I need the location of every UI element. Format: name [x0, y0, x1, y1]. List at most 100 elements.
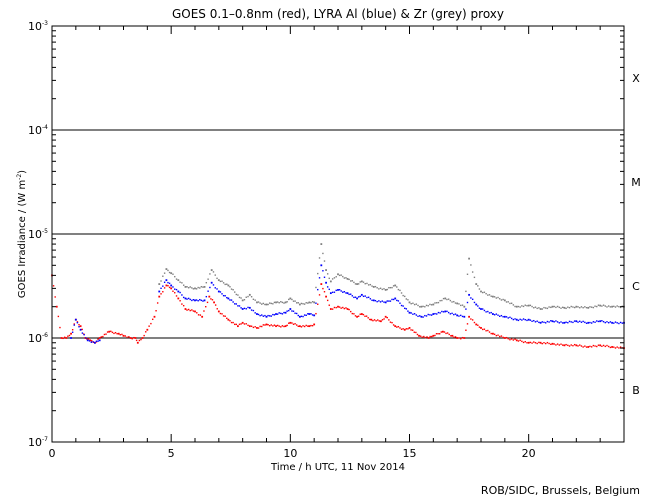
- series-1-trace-dot: [160, 287, 162, 290]
- y-tick-label: 10-4: [28, 124, 48, 137]
- series-2-trace-dot: [179, 281, 181, 283]
- series-2-trace-dot: [400, 292, 403, 294]
- series-1-trace-dot: [597, 320, 600, 323]
- series-0-trace-dot: [357, 315, 360, 317]
- series-0-trace-dot: [613, 346, 615, 348]
- series-1-trace-dot: [473, 301, 476, 304]
- series-0-trace-dot: [342, 306, 344, 309]
- series-2-trace-dot: [482, 291, 484, 294]
- series-1-trace-dot: [219, 291, 222, 293]
- series-0-trace-dot: [160, 293, 162, 295]
- series-0-trace-dot: [616, 346, 618, 348]
- series-2-trace-dot: [311, 300, 314, 303]
- series-2-trace-dot: [338, 274, 341, 277]
- series-0-trace-dot: [477, 324, 479, 326]
- series-2-trace-dot: [191, 287, 193, 289]
- series-2-trace-dot: [447, 298, 450, 300]
- series-0-trace-dot: [399, 327, 401, 329]
- series-2-trace-dot: [396, 286, 398, 288]
- series-0-point: [275, 325, 277, 328]
- series-1-trace-dot: [338, 289, 341, 291]
- series-0-trace-dot: [577, 345, 579, 347]
- series-2-trace-dot: [446, 298, 448, 301]
- series-1-trace-dot: [471, 298, 474, 301]
- series-2-trace-dot: [240, 297, 242, 299]
- flare-class-label-c: C: [632, 280, 640, 293]
- series-0-trace-dot: [471, 319, 474, 321]
- series-1-trace-dot: [606, 321, 608, 323]
- series-1-trace-dot: [192, 299, 195, 301]
- series-2-trace-dot: [235, 293, 238, 296]
- series-0-trace-dot: [294, 323, 296, 325]
- series-0-trace-dot: [199, 314, 202, 316]
- series-1-point: [284, 311, 287, 314]
- series-1-trace-dot: [582, 320, 584, 323]
- series-2-trace-dot: [570, 305, 572, 308]
- series-0-trace-dot: [103, 333, 106, 336]
- series-0-trace-dot: [197, 314, 200, 316]
- series-0-trace-dot: [389, 321, 392, 323]
- series-2-trace-dot: [283, 302, 285, 304]
- series-2-trace-dot: [541, 308, 543, 310]
- series-0-trace-dot: [443, 331, 446, 333]
- series-1-point: [70, 337, 72, 339]
- series-2-trace-dot: [297, 302, 299, 304]
- series-2-trace-dot: [553, 305, 555, 308]
- flare-class-label-b: B: [632, 384, 640, 397]
- series-1-point: [177, 290, 180, 293]
- series-2-trace-dot: [333, 277, 336, 279]
- series-1-trace-dot: [419, 315, 421, 317]
- series-1-trace-dot: [187, 297, 190, 300]
- series-2-trace-dot: [212, 271, 215, 273]
- series-0-trace-dot: [601, 345, 603, 347]
- series-2-trace-dot: [529, 304, 532, 307]
- series-2-trace-dot: [399, 289, 401, 292]
- series-1-trace-dot: [205, 295, 208, 298]
- series-2-trace-dot: [371, 285, 373, 287]
- series-2-trace-dot: [415, 303, 418, 305]
- series-1-trace-dot: [189, 298, 191, 301]
- series-1-trace-dot: [477, 305, 479, 307]
- series-0-trace-dot: [594, 345, 596, 347]
- series-2-trace-dot: [534, 306, 537, 308]
- series-0-trace-dot: [240, 323, 242, 325]
- series-1-point: [551, 320, 554, 323]
- series-0-trace-dot: [67, 335, 69, 337]
- series-1-point: [420, 315, 423, 318]
- series-2-trace-dot: [596, 305, 598, 308]
- series-1-trace-dot: [280, 312, 282, 315]
- series-0-trace-dot: [478, 326, 481, 328]
- series-2-trace-dot: [531, 305, 533, 308]
- series-0-trace-dot: [205, 305, 207, 308]
- series-2-trace-dot: [613, 305, 615, 308]
- series-2-trace-dot: [522, 305, 525, 308]
- series-1-trace-dot: [614, 321, 617, 323]
- series-1-trace-dot: [85, 337, 87, 339]
- series-0-trace-dot: [419, 335, 422, 337]
- series-2-trace-dot: [470, 264, 472, 266]
- series-0-trace-dot: [553, 343, 555, 345]
- series-2-trace-dot: [439, 299, 441, 302]
- series-0-trace-dot: [497, 334, 499, 336]
- series-0-point: [337, 305, 339, 308]
- series-0-trace-dot: [335, 306, 337, 309]
- series-1-trace-dot: [447, 311, 450, 314]
- series-2-trace-dot: [168, 271, 171, 274]
- series-2-trace-dot: [601, 305, 603, 307]
- series-0-trace-dot: [606, 344, 608, 347]
- series-1-trace-dot: [487, 310, 489, 313]
- series-2-trace-dot: [565, 307, 567, 310]
- series-2-trace-dot: [229, 286, 231, 288]
- series-2-trace-dot: [449, 299, 452, 302]
- series-1-trace-dot: [425, 315, 428, 317]
- series-2-trace-dot: [461, 304, 464, 306]
- series-1-trace-dot: [509, 316, 511, 319]
- series-2-point: [360, 280, 363, 283]
- series-1-trace-dot: [584, 321, 586, 324]
- series-0-trace-dot: [538, 341, 540, 344]
- series-1-trace-dot: [526, 319, 528, 322]
- series-1-trace-dot: [500, 314, 503, 317]
- series-2-trace-dot: [419, 306, 421, 308]
- series-0-trace-dot: [351, 312, 353, 315]
- series-0-trace-dot: [292, 323, 295, 325]
